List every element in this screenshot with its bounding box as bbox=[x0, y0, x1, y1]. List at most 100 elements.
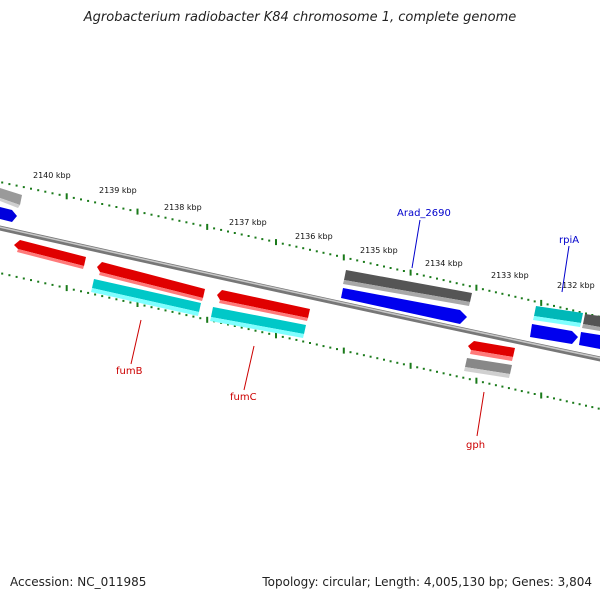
minor-tick bbox=[533, 300, 536, 303]
minor-tick bbox=[585, 404, 587, 407]
minor-tick bbox=[349, 351, 352, 354]
minor-tick bbox=[288, 337, 291, 340]
minor-tick bbox=[468, 285, 471, 288]
minor-tick bbox=[436, 277, 438, 280]
minor-tick bbox=[376, 357, 379, 360]
minor-tick bbox=[559, 398, 562, 401]
minor-tick bbox=[185, 221, 188, 224]
gene-label-fumb: fumB bbox=[116, 366, 143, 377]
major-tick bbox=[136, 301, 139, 307]
gene-red-fumc bbox=[217, 290, 310, 321]
gene-red-1 bbox=[14, 240, 86, 269]
minor-tick bbox=[553, 397, 555, 400]
minor-tick bbox=[15, 184, 18, 187]
minor-tick bbox=[585, 312, 587, 315]
major-tick bbox=[540, 299, 543, 306]
major-tick bbox=[136, 208, 139, 215]
minor-tick bbox=[37, 280, 40, 283]
major-tick bbox=[206, 316, 209, 323]
minor-tick bbox=[171, 218, 174, 221]
major-tick bbox=[540, 392, 543, 399]
minor-tick bbox=[178, 312, 181, 315]
minor-tick bbox=[336, 254, 338, 257]
minor-tick bbox=[108, 296, 111, 299]
minor-tick bbox=[442, 279, 445, 282]
minor-tick bbox=[178, 219, 181, 222]
upper-tick-ring bbox=[1, 181, 600, 318]
accession-label: Accession: NC_011985 bbox=[10, 575, 147, 589]
minor-tick bbox=[295, 245, 298, 248]
minor-tick bbox=[58, 285, 61, 288]
minor-tick bbox=[254, 329, 257, 332]
minor-tick bbox=[199, 224, 202, 227]
gene-gray-right-edge bbox=[582, 314, 600, 331]
minor-tick bbox=[171, 310, 174, 313]
minor-tick bbox=[488, 382, 491, 385]
minor-tick bbox=[507, 294, 510, 297]
gene-label-rpia: rpiA bbox=[559, 235, 579, 246]
minor-tick bbox=[572, 309, 575, 312]
minor-tick bbox=[58, 193, 61, 196]
leader-line bbox=[561, 245, 570, 293]
minor-tick bbox=[261, 331, 264, 334]
kbp-label: 2137 kbp bbox=[229, 218, 267, 227]
minor-tick bbox=[30, 279, 32, 282]
minor-tick bbox=[416, 366, 419, 369]
minor-tick bbox=[15, 275, 18, 278]
kbp-label: 2135 kbp bbox=[360, 246, 398, 255]
minor-tick bbox=[449, 280, 452, 283]
minor-tick bbox=[546, 303, 549, 306]
minor-tick bbox=[185, 314, 188, 317]
minor-tick bbox=[362, 354, 365, 357]
gene-cyan-fumc bbox=[210, 307, 306, 338]
minor-tick bbox=[8, 183, 11, 186]
major-tick bbox=[65, 285, 68, 292]
minor-tick bbox=[336, 348, 338, 351]
minor-tick bbox=[329, 346, 332, 349]
minor-tick bbox=[164, 216, 167, 219]
kbp-label: 2138 kbp bbox=[164, 203, 202, 212]
minor-tick bbox=[164, 309, 167, 312]
kbp-label: 2132 kbp bbox=[557, 281, 595, 290]
minor-tick bbox=[37, 189, 40, 192]
minor-tick bbox=[227, 323, 229, 326]
major-tick bbox=[475, 377, 478, 384]
gene-cyan-rpia bbox=[533, 306, 583, 327]
gene-label-fumc: fumC bbox=[230, 392, 257, 403]
minor-tick bbox=[247, 328, 250, 331]
minor-tick bbox=[572, 401, 575, 404]
minor-tick bbox=[494, 291, 497, 294]
minor-tick bbox=[396, 268, 399, 271]
minor-tick bbox=[533, 393, 536, 395]
minor-tick bbox=[122, 299, 125, 302]
minor-tick bbox=[402, 270, 405, 272]
leader-line bbox=[130, 319, 142, 365]
major-tick bbox=[342, 254, 345, 261]
minor-tick bbox=[520, 390, 523, 393]
minor-tick bbox=[402, 363, 405, 366]
gene-cyan-fumb bbox=[91, 279, 201, 316]
major-tick bbox=[475, 284, 478, 291]
gene-label-arad: Arad_2690 bbox=[397, 208, 451, 219]
minor-tick bbox=[288, 244, 291, 247]
major-tick bbox=[206, 223, 209, 230]
minor-tick bbox=[520, 297, 523, 300]
minor-tick bbox=[302, 247, 305, 250]
minor-tick bbox=[565, 307, 568, 310]
minor-tick bbox=[108, 204, 111, 207]
minor-tick bbox=[422, 274, 425, 277]
minor-tick bbox=[192, 315, 195, 318]
gene-blue-left-edge bbox=[0, 207, 17, 222]
minor-tick bbox=[369, 262, 372, 265]
minor-tick bbox=[72, 196, 75, 199]
minor-tick bbox=[597, 407, 600, 410]
minor-tick bbox=[122, 207, 125, 210]
genome-summary: Topology: circular; Length: 4,005,130 bp… bbox=[262, 575, 592, 589]
minor-tick bbox=[87, 291, 90, 294]
gene-blue-rpia bbox=[530, 324, 578, 344]
minor-tick bbox=[436, 370, 438, 373]
minor-tick bbox=[565, 400, 568, 403]
minor-tick bbox=[455, 282, 458, 285]
minor-tick bbox=[8, 274, 11, 277]
gene-blue-arad bbox=[341, 288, 467, 324]
